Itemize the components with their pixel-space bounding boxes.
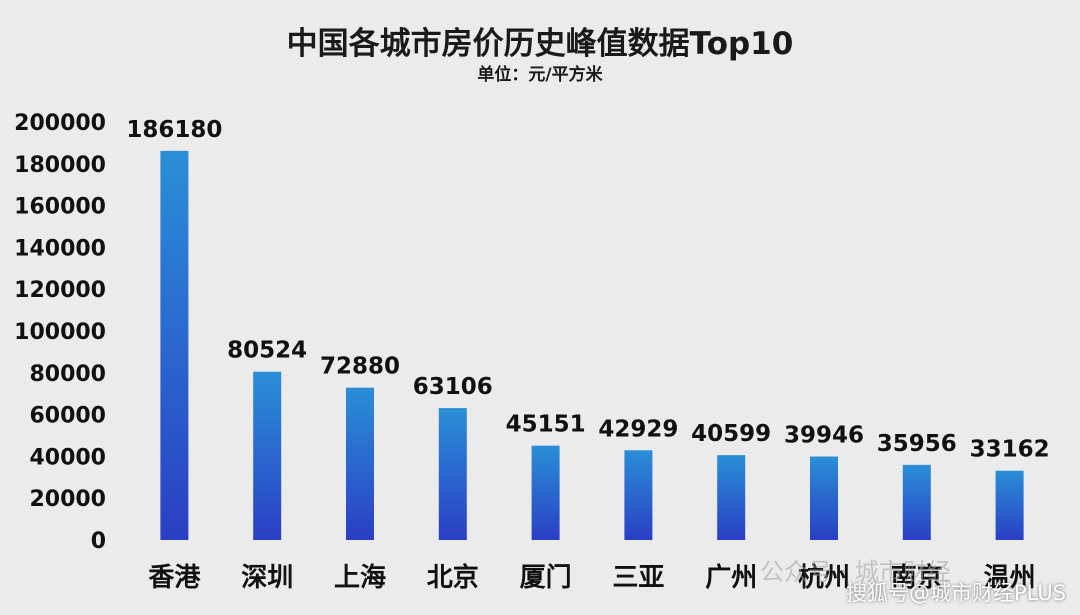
- bar-1: [160, 150, 189, 541]
- x-tick-label-5: 厦门: [520, 563, 572, 593]
- y-tick-label: 200000: [14, 111, 106, 136]
- x-tick-label-1: 香港: [148, 563, 201, 593]
- y-tick-label: 140000: [14, 236, 106, 261]
- x-tick-label-9: 南京: [891, 562, 943, 593]
- chart-subtitle: 单位：元/平方米: [477, 65, 603, 85]
- data-label-1: 186180: [126, 117, 222, 143]
- y-tick-label: 120000: [14, 278, 106, 303]
- y-tick-label: 20000: [29, 487, 106, 512]
- data-label-10: 33162: [970, 437, 1050, 463]
- y-tick-label: 0: [91, 529, 106, 554]
- x-tick-label-10: 温州: [984, 563, 1036, 593]
- data-label-5: 45151: [506, 412, 586, 438]
- sohu-watermark: 搜狐号@城市财经PLUS: [845, 581, 1066, 605]
- data-label-4: 63106: [413, 374, 493, 400]
- bar-6: [624, 450, 653, 540]
- x-tick-label-8: 杭州: [798, 562, 850, 593]
- data-label-6: 42929: [598, 416, 678, 442]
- chart-title: 中国各城市房价历史峰值数据Top10: [286, 26, 794, 62]
- bar-8: [810, 456, 838, 540]
- data-label-3: 72880: [320, 354, 400, 380]
- y-tick-label: 60000: [29, 404, 106, 429]
- data-label-8: 39946: [784, 423, 864, 449]
- y-axis: 0 20000 40000 60000 80000 100000 120000 140000 1…: [14, 111, 106, 554]
- bar-10: [995, 470, 1024, 540]
- y-tick-label: 80000: [29, 362, 106, 387]
- data-label-2: 80524: [227, 338, 307, 364]
- x-tick-label-2: 深圳: [241, 563, 293, 593]
- bar-7: [717, 455, 746, 540]
- data-labels: 186180 80524 72880 63106 45151 42929 40599 3994…: [126, 117, 1049, 463]
- x-tick-label-4: 北京: [427, 562, 479, 593]
- bar-5: [531, 445, 560, 540]
- bar-4: [438, 408, 467, 540]
- bar-9: [902, 464, 931, 540]
- y-tick-label: 160000: [14, 195, 106, 220]
- x-axis: 香港 深圳 上海 北京 厦门 三亚 广州 杭州 南京 温州: [148, 562, 1035, 593]
- x-tick-label-7: 广州: [705, 563, 757, 593]
- x-tick-label-3: 上海: [334, 563, 386, 593]
- bar-3: [346, 387, 374, 540]
- bar-2: [253, 371, 282, 540]
- wechat-watermark: 公众号 · 城市财经: [760, 558, 951, 586]
- y-tick-label: 100000: [14, 320, 106, 345]
- data-label-7: 40599: [691, 421, 771, 447]
- bars: [160, 150, 1024, 541]
- data-label-9: 35956: [877, 431, 957, 457]
- x-tick-label-6: 三亚: [612, 563, 664, 593]
- y-tick-label: 40000: [29, 445, 106, 470]
- y-tick-label: 180000: [14, 153, 106, 178]
